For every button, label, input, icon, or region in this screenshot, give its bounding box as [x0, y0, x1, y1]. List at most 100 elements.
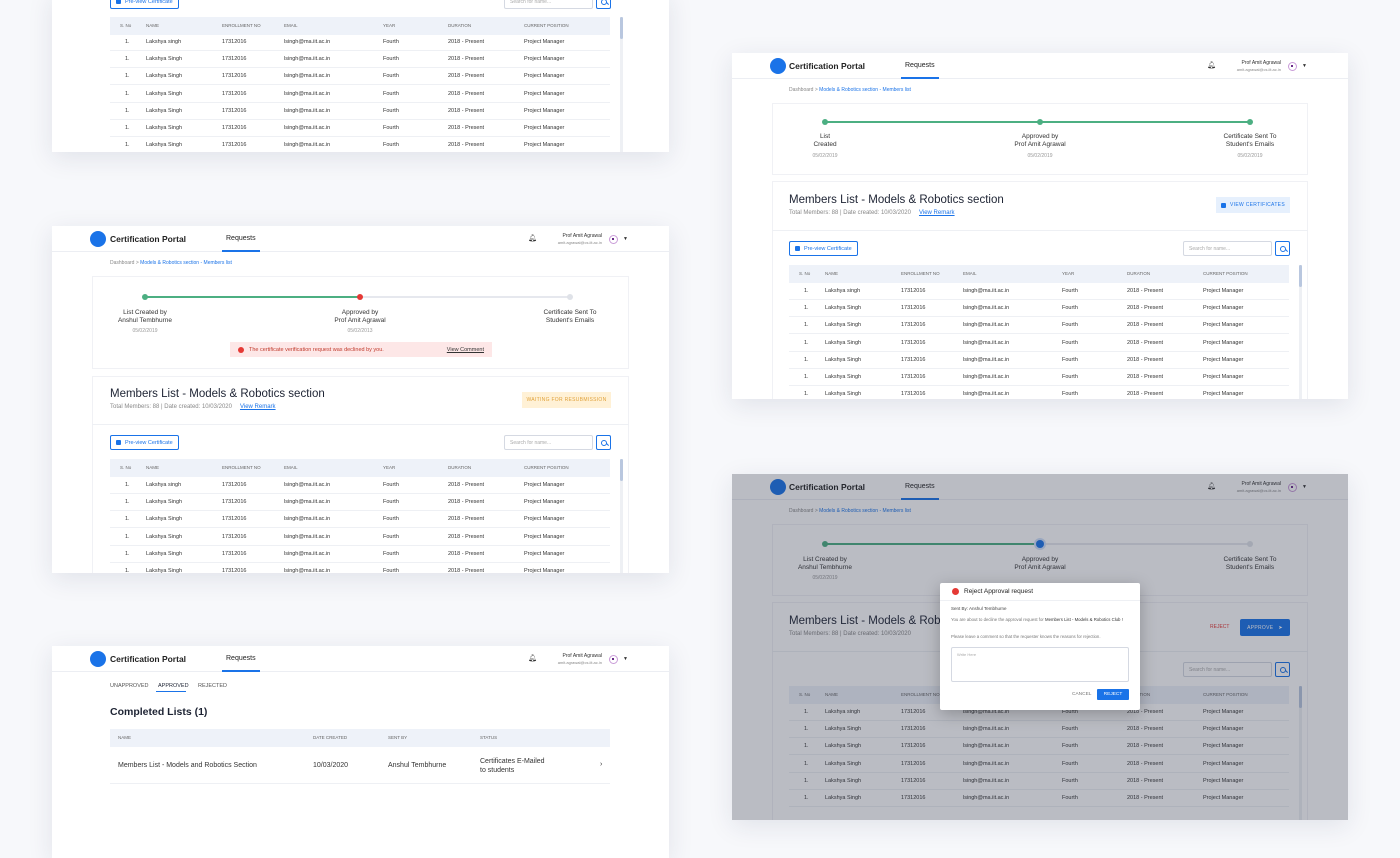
table-row[interactable]: 1. Lakshya Singh 17312016 lsingh@ma.iit.ac.… — [789, 738, 1289, 756]
avatar[interactable] — [609, 235, 618, 244]
table-row[interactable]: 1. Lakshya singh 17312016 lsingh@ma.iit.ac.… — [789, 283, 1289, 300]
row-number: 1. — [125, 73, 130, 80]
search-input[interactable]: Search for name... — [504, 435, 593, 450]
table-row[interactable]: 1. Lakshya Singh 17312016 lsingh@ma.iit.ac.… — [789, 790, 1289, 807]
scrollbar-thumb[interactable] — [620, 17, 623, 39]
table-row[interactable]: 1. Lakshya singh 17312016 lsingh@ma.iit.ac.… — [110, 477, 610, 494]
table-row[interactable]: 1. Lakshya Singh 17312016 lsingh@ma.iit.ac.… — [789, 721, 1289, 739]
table-row[interactable]: 1. Lakshya Singh 17312016 lsingh@ma.iit.ac.… — [789, 335, 1289, 352]
column-header: SENT BY — [388, 735, 408, 740]
user-name: Prof Amit Agrawal — [562, 653, 602, 659]
bell-icon[interactable]: 🔔︎ — [528, 235, 537, 242]
table-row[interactable]: 1. Lakshya Singh 17312016 lsingh@ma.iit.ac.… — [789, 369, 1289, 386]
search-button[interactable] — [1275, 662, 1290, 677]
reject-confirm-button[interactable]: REJECT — [1097, 689, 1129, 700]
table-row[interactable]: 1. Lakshya singh 17312016 lsingh@ma.iit.ac.… — [789, 704, 1289, 721]
search-input[interactable]: Search for name... — [1183, 241, 1272, 256]
approve-button[interactable]: APPROVE ➤ — [1240, 619, 1290, 636]
table-row[interactable]: 1. Lakshya Singh 17312016 lsingh@ma.iit.ac.… — [110, 494, 610, 512]
table-row[interactable]: 1. Lakshya Singh 17312016 lsingh@ma.iit.ac.… — [789, 773, 1289, 790]
member-name: Lakshya singh — [146, 482, 182, 488]
member-email: lsingh@ma.iit.ac.in — [284, 142, 331, 149]
table-row[interactable]: 1. Lakshya Singh 17312016 lsingh@ma.iit.ac.… — [789, 300, 1289, 318]
search-input[interactable]: Search for name... — [504, 0, 593, 9]
avatar[interactable] — [609, 655, 618, 664]
table-row[interactable]: 1. Lakshya Singh 17312016 lsingh@ma.iit.ac.… — [789, 317, 1289, 335]
row-number: 1. — [125, 550, 130, 557]
table-row[interactable]: 1. Lakshya Singh 17312016 lsingh@ma.iit.ac.… — [110, 86, 610, 103]
breadcrumb[interactable]: Dashboard > Models & Robotics section - … — [110, 260, 232, 266]
table-row[interactable]: 1. Lakshya Singh 17312016 lsingh@ma.iit.ac.… — [789, 352, 1289, 369]
tab-approved[interactable]: APPROVED — [158, 683, 189, 689]
table-row[interactable]: 1. Lakshya Singh 17312016 lsingh@ma.iit.ac.… — [110, 51, 610, 69]
table-row[interactable]: 1. Lakshya Singh 17312016 lsingh@ma.iit.ac.… — [789, 386, 1289, 399]
search-input[interactable]: Search for name... — [1183, 662, 1272, 677]
step-certificate-sent-label: Certificate Sent To Student's Emails — [1223, 133, 1277, 148]
member-position: Project Manager — [1203, 391, 1244, 398]
breadcrumb[interactable]: Dashboard > Models & Robotics section - … — [789, 87, 911, 93]
table-row[interactable]: 1. Lakshya Singh 17312016 lsingh@ma.iit.ac.… — [110, 511, 610, 529]
chevron-down-icon[interactable]: ▼ — [1302, 484, 1307, 490]
table-row[interactable]: 1. Lakshya Singh 17312016 lsingh@ma.iit.ac.… — [110, 137, 610, 152]
view-remark-link[interactable]: View Remark — [239, 404, 276, 410]
list-status: Certificates E-Mailed to students — [480, 758, 545, 774]
tab-requests[interactable]: Requests — [226, 235, 256, 242]
bell-icon[interactable]: 🔔︎ — [1207, 62, 1216, 69]
tab-unapproved[interactable]: UNAPPROVED — [110, 683, 149, 689]
tab-requests[interactable]: Requests — [226, 655, 256, 662]
scrollbar-thumb[interactable] — [620, 459, 623, 481]
column-header: ENROLLMENT NO — [222, 465, 261, 470]
app-logo — [770, 58, 786, 74]
view-remark-link[interactable]: View Remark — [918, 210, 955, 216]
bell-icon[interactable]: 🔔︎ — [528, 655, 537, 662]
scrollbar-thumb[interactable] — [1299, 686, 1302, 708]
chevron-down-icon[interactable]: ▼ — [623, 656, 628, 662]
comment-textarea[interactable]: Write Here — [951, 647, 1129, 682]
member-duration: 2018 - Present — [448, 39, 485, 45]
preview-certificate-button[interactable]: Pre-view Certificate — [110, 0, 179, 9]
tab-requests[interactable]: Requests — [905, 483, 935, 490]
scrollbar[interactable] — [1299, 686, 1302, 820]
enrollment-no: 17312016 — [901, 288, 926, 294]
member-duration: 2018 - Present — [1127, 288, 1164, 294]
table-row[interactable]: 1. Lakshya Singh 17312016 lsingh@ma.iit.ac.… — [110, 546, 610, 563]
scrollbar[interactable] — [620, 17, 623, 152]
avatar[interactable] — [1288, 62, 1297, 71]
breadcrumb[interactable]: Dashboard > Models & Robotics section - … — [789, 508, 911, 514]
scrollbar[interactable] — [1299, 265, 1302, 399]
search-button[interactable] — [1275, 241, 1290, 256]
avatar[interactable] — [1288, 483, 1297, 492]
chevron-down-icon[interactable]: ▼ — [1302, 63, 1307, 69]
tab-rejected[interactable]: REJECTED — [198, 683, 228, 689]
bell-icon[interactable]: 🔔︎ — [1207, 483, 1216, 490]
scrollbar-thumb[interactable] — [1299, 265, 1302, 287]
scrollbar[interactable] — [620, 459, 623, 573]
table-row[interactable]: 1. Lakshya Singh 17312016 lsingh@ma.iit.ac.… — [110, 563, 610, 573]
member-name: Lakshya Singh — [825, 726, 862, 733]
member-position: Project Manager — [1203, 322, 1244, 329]
table-row[interactable]: Members List - Models and Robotics Secti… — [110, 748, 610, 784]
reject-button[interactable]: REJECT — [1210, 624, 1230, 630]
table-row[interactable]: 1. Lakshya Singh 17312016 lsingh@ma.iit.ac.… — [110, 120, 610, 137]
table-row[interactable]: 1. Lakshya singh 17312016 lsingh@ma.iit.ac.… — [110, 34, 610, 51]
search-button[interactable] — [596, 435, 611, 450]
preview-certificate-button[interactable]: Pre-view Certificate — [789, 241, 858, 256]
member-duration: 2018 - Present — [1127, 391, 1164, 398]
member-name: Lakshya Singh — [825, 305, 862, 312]
column-header: S. No — [799, 692, 811, 697]
table-row[interactable]: 1. Lakshya Singh 17312016 lsingh@ma.iit.ac.… — [110, 529, 610, 546]
chevron-right-icon[interactable]: › — [600, 761, 603, 768]
table-row[interactable]: 1. Lakshya Singh 17312016 lsingh@ma.iit.ac.… — [110, 68, 610, 86]
user-name: Prof Amit Agrawal — [1241, 481, 1281, 487]
view-comment-link[interactable]: View Comment — [446, 346, 484, 353]
table-row[interactable]: 1. Lakshya Singh 17312016 lsingh@ma.iit.ac.… — [789, 756, 1289, 773]
column-header: NAME — [118, 735, 132, 740]
view-certificates-button[interactable]: VIEW CERTIFICATES — [1216, 197, 1290, 213]
table-row[interactable]: 1. Lakshya Singh 17312016 lsingh@ma.iit.ac.… — [110, 103, 610, 120]
search-button[interactable] — [596, 0, 611, 9]
column-header: S. No — [799, 271, 811, 276]
chevron-down-icon[interactable]: ▼ — [623, 236, 628, 242]
cancel-button[interactable]: CANCEL — [1072, 692, 1092, 697]
tab-requests[interactable]: Requests — [905, 62, 935, 69]
preview-certificate-button[interactable]: Pre-view Certificate — [110, 435, 179, 450]
